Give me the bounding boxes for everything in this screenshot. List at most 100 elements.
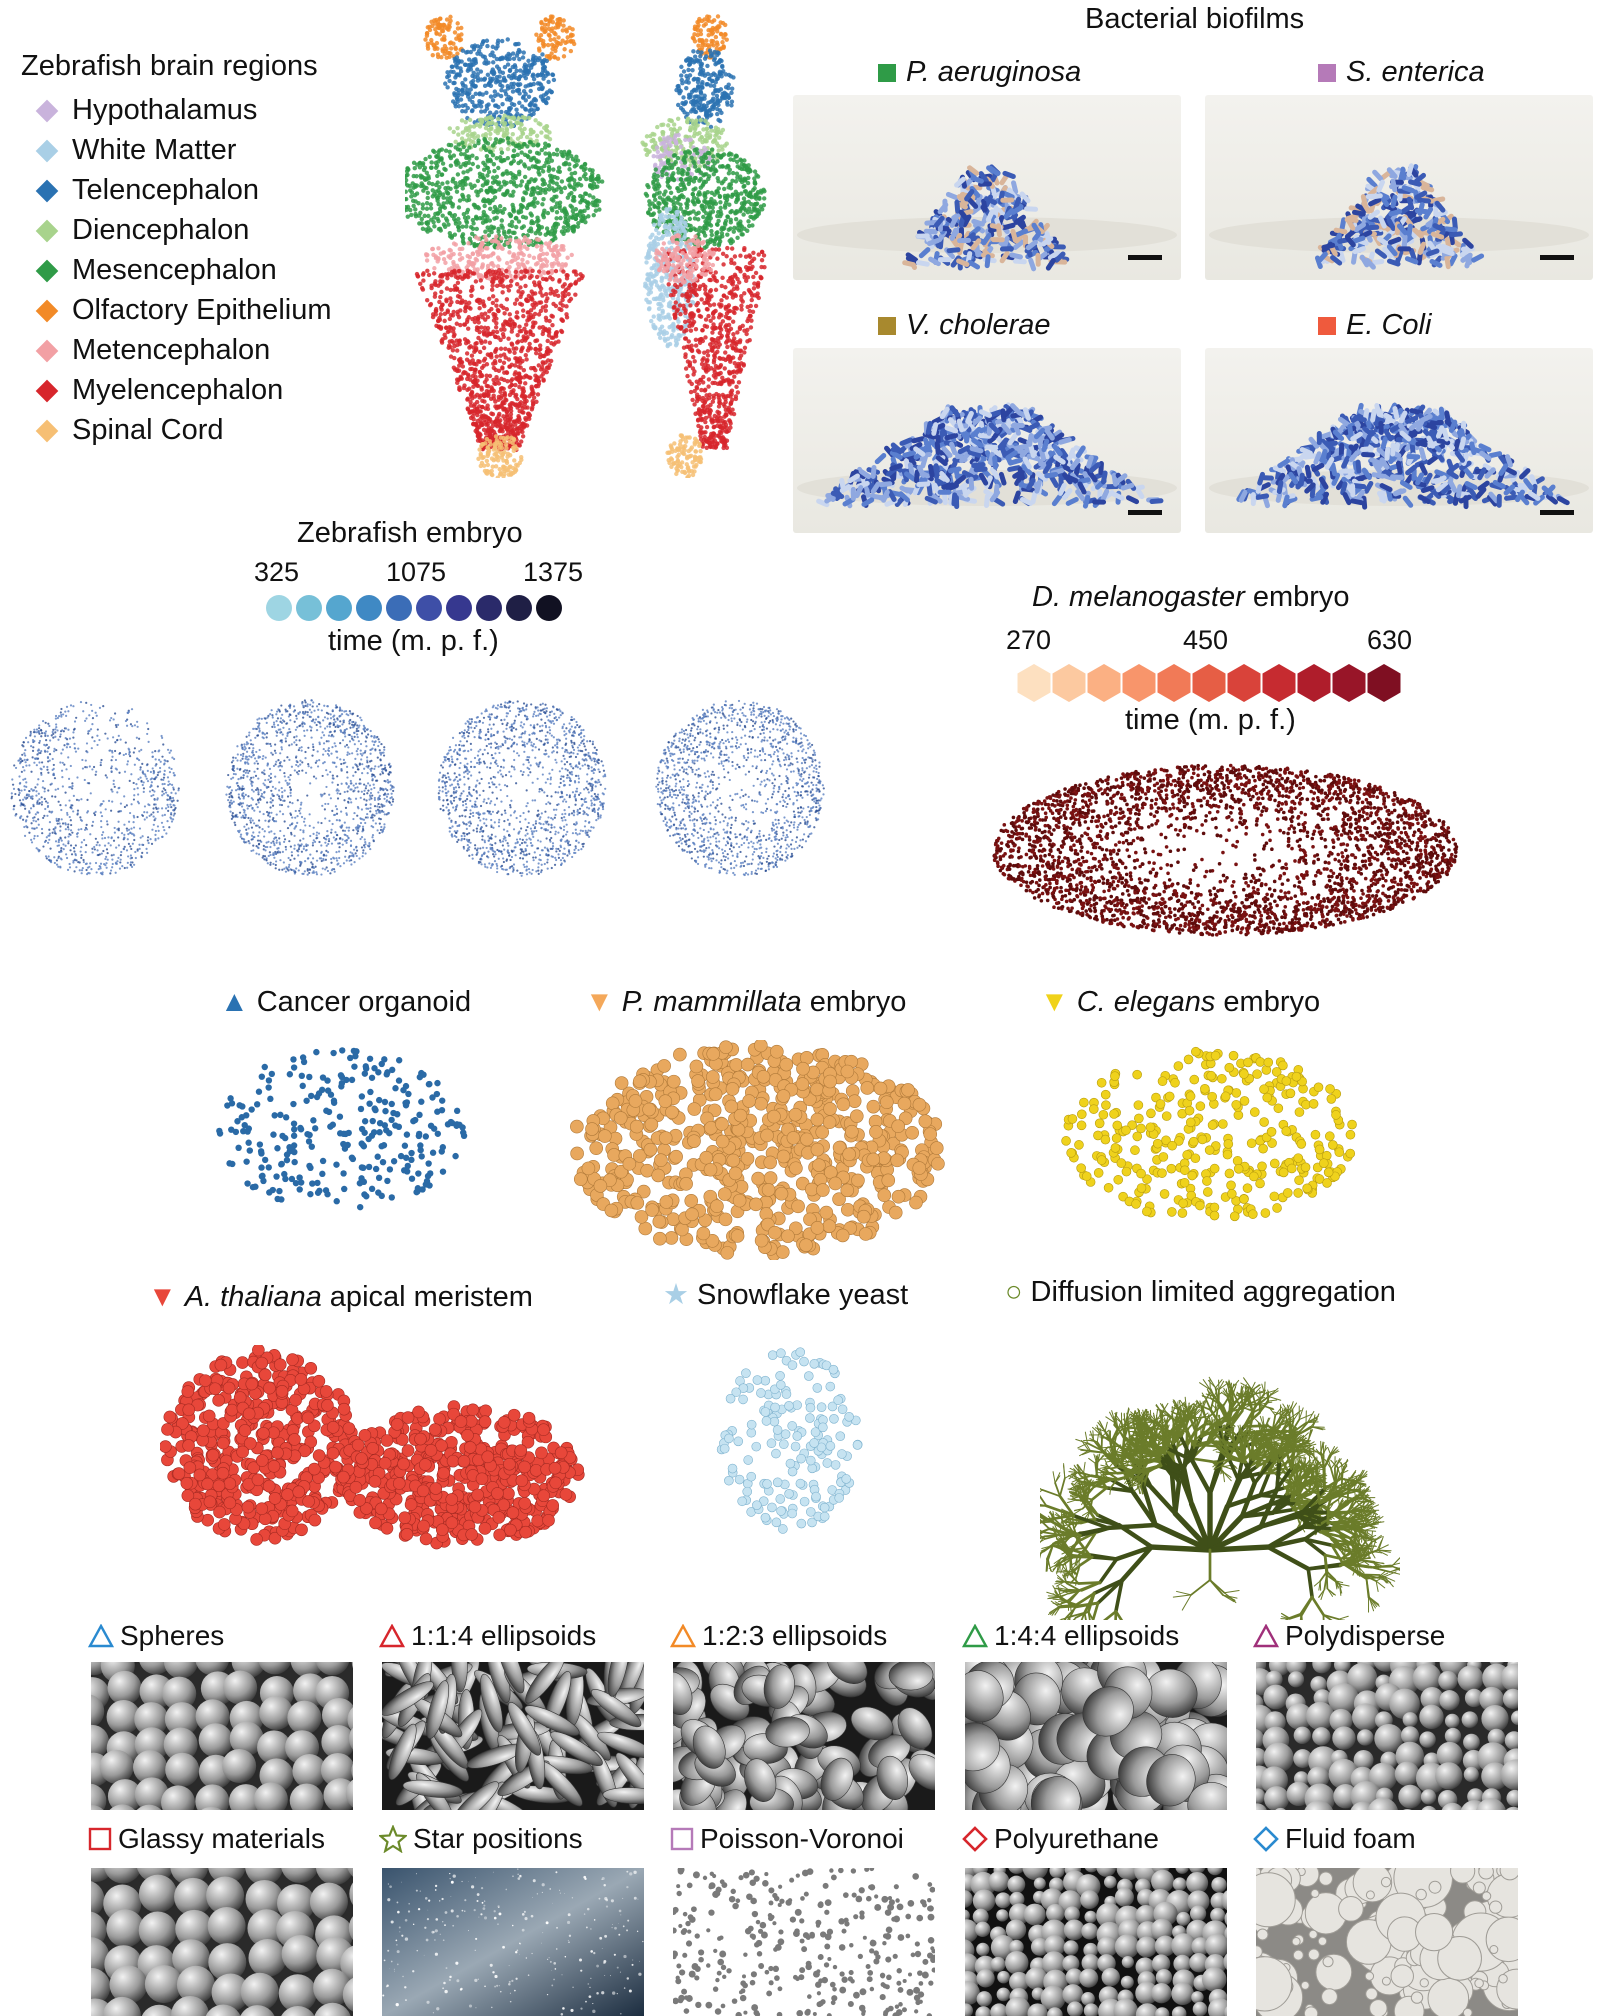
- time-color-dot: [266, 595, 292, 621]
- time-color-hex: [1227, 664, 1261, 702]
- brain-legend-item: White Matter: [33, 134, 236, 167]
- time-color-dot: [386, 595, 412, 621]
- organism-label-yeast: ★ Snowflake yeast: [663, 1278, 908, 1312]
- zebrafish-embryo-title: Zebrafish embryo: [297, 516, 523, 550]
- diamond-marker-icon: [35, 299, 59, 322]
- dla-render: [1040, 1376, 1400, 1620]
- brain-legend-label: Olfactory Epithelium: [72, 294, 332, 327]
- time-color-dot: [446, 595, 472, 621]
- diamond-marker-icon: [35, 99, 59, 122]
- time-color-dot: [326, 595, 352, 621]
- material-render: [965, 1662, 1227, 1810]
- material-label-text: Polydisperse: [1285, 1620, 1445, 1652]
- material-render: [965, 1868, 1227, 2016]
- marker-icon: ▼: [585, 986, 614, 1018]
- time-color-hex: [1332, 664, 1366, 702]
- material-label: Spheres: [88, 1620, 224, 1652]
- time-color-dot: [356, 595, 382, 621]
- biofilm-render: [793, 95, 1181, 280]
- brain-legend-label: Telencephalon: [72, 174, 259, 207]
- drosophila-title-species: D. melanogaster: [1032, 581, 1245, 613]
- thaliana-meristem-render: [160, 1345, 585, 1550]
- time-color-hex: [1367, 664, 1401, 702]
- material-render: [91, 1868, 353, 2016]
- square-marker-icon: [88, 1827, 112, 1851]
- zebrafish-time-label: time (m. p. f.): [328, 624, 499, 658]
- marker-icon: ▼: [1040, 986, 1069, 1018]
- material-label: Fluid foam: [1253, 1823, 1416, 1855]
- zebrafish-brain-dorsal-render: [405, 14, 605, 478]
- triangle-marker-icon: [379, 1624, 405, 1648]
- material-render: [673, 1662, 935, 1810]
- zebrafish-tick-end: 1375: [523, 557, 583, 588]
- biofilm-species-label: E. Coli: [1318, 308, 1431, 342]
- material-render: [673, 1868, 935, 2016]
- time-color-dot: [476, 595, 502, 621]
- biofilm-species-label: S. enterica: [1318, 55, 1485, 89]
- organism-species: P. mammillata: [622, 986, 802, 1018]
- time-color-hex: [1087, 664, 1121, 702]
- organism-label-thaliana: ▼ A. thaliana apical meristem: [148, 1280, 533, 1314]
- drosophila-time-colorbar: [1017, 664, 1401, 702]
- star-marker-icon: [379, 1825, 407, 1853]
- triangle-marker-icon: [1253, 1624, 1279, 1648]
- drosophila-title: D. melanogaster embryo: [1032, 580, 1350, 614]
- biofilm-render: [1205, 348, 1593, 533]
- material-label: Poisson-Voronoi: [670, 1823, 904, 1855]
- biofilm-species-label: V. cholerae: [878, 308, 1051, 342]
- brain-legend-label: White Matter: [72, 134, 236, 167]
- material-label-text: 1:1:4 ellipsoids: [411, 1620, 596, 1652]
- time-color-dot: [536, 595, 562, 621]
- material-label-text: Star positions: [413, 1823, 583, 1855]
- scale-bar: [1540, 255, 1574, 260]
- snowflake-yeast-render: [716, 1347, 863, 1534]
- time-color-hex: [1052, 664, 1086, 702]
- organism-label-text: embryo: [802, 986, 907, 1018]
- material-render: [382, 1662, 644, 1810]
- organism-label-elegans: ▼ C. elegans embryo: [1040, 985, 1320, 1019]
- organism-label-text: Diffusion limited aggregation: [1031, 1276, 1396, 1308]
- organism-label-text: Cancer organoid: [257, 986, 471, 1018]
- scale-bar: [1540, 510, 1574, 515]
- time-color-hex: [1192, 664, 1226, 702]
- time-color-dot: [506, 595, 532, 621]
- square-marker-icon: [1318, 317, 1336, 335]
- time-color-hex: [1157, 664, 1191, 702]
- material-label-text: Poisson-Voronoi: [700, 1823, 904, 1855]
- square-marker-icon: [878, 64, 896, 82]
- organism-species: C. elegans: [1077, 986, 1216, 1018]
- brain-legend-title: Zebrafish brain regions: [21, 50, 318, 83]
- organism-label-text: apical meristem: [322, 1281, 533, 1313]
- mammillata-embryo-render: [570, 1040, 945, 1260]
- time-color-hex: [1017, 664, 1051, 702]
- marker-icon: ▼: [148, 1281, 177, 1313]
- biofilms-title: Bacterial biofilms: [1085, 2, 1304, 36]
- material-render: [91, 1662, 353, 1810]
- zebrafish-embryo-renders: [10, 699, 825, 877]
- material-label: Polydisperse: [1253, 1620, 1445, 1652]
- material-label-text: Spheres: [120, 1620, 224, 1652]
- brain-legend-item: Mesencephalon: [33, 254, 277, 287]
- zebrafish-brain-lateral-render: [640, 14, 767, 478]
- marker-icon: ○: [1005, 1276, 1023, 1308]
- material-label: Glassy materials: [88, 1823, 325, 1855]
- square-marker-icon: [670, 1827, 694, 1851]
- organism-species: A. thaliana: [185, 1281, 322, 1313]
- zebrafish-tick-mid: 1075: [386, 557, 446, 588]
- time-color-dot: [296, 595, 322, 621]
- drosophila-time-label: time (m. p. f.): [1125, 703, 1296, 737]
- time-color-hex: [1122, 664, 1156, 702]
- brain-legend-item: Myelencephalon: [33, 374, 283, 407]
- diamond-marker-icon: [962, 1826, 988, 1852]
- elegans-embryo-render: [1061, 1046, 1357, 1222]
- diamond-marker-icon: [35, 139, 59, 162]
- drosophila-tick-mid: 450: [1183, 625, 1228, 656]
- marker-icon: ▲: [220, 986, 249, 1018]
- material-label: Polyurethane: [962, 1823, 1159, 1855]
- brain-legend-label: Metencephalon: [72, 334, 270, 367]
- material-label-text: Glassy materials: [118, 1823, 325, 1855]
- zebrafish-tick-start: 325: [254, 557, 299, 588]
- biofilm-species-label: P. aeruginosa: [878, 55, 1081, 89]
- diamond-marker-icon: [35, 339, 59, 362]
- triangle-marker-icon: [88, 1624, 114, 1648]
